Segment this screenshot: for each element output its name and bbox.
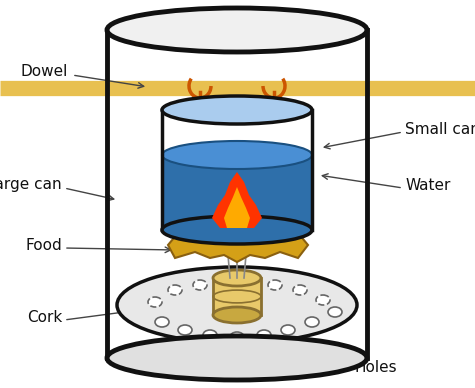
Polygon shape: [224, 187, 250, 228]
Text: Dowel: Dowel: [20, 64, 68, 80]
Ellipse shape: [213, 270, 261, 286]
Ellipse shape: [230, 332, 244, 342]
Ellipse shape: [117, 267, 357, 343]
Ellipse shape: [193, 280, 207, 290]
Text: Food: Food: [25, 237, 62, 253]
Ellipse shape: [281, 325, 295, 335]
Ellipse shape: [293, 285, 307, 295]
Ellipse shape: [168, 285, 182, 295]
Ellipse shape: [162, 96, 312, 124]
Ellipse shape: [107, 8, 367, 52]
Text: Holes: Holes: [355, 360, 398, 376]
Ellipse shape: [305, 317, 319, 327]
Ellipse shape: [328, 307, 342, 317]
Ellipse shape: [218, 277, 232, 287]
Ellipse shape: [213, 307, 261, 323]
Ellipse shape: [257, 330, 271, 340]
Ellipse shape: [162, 216, 312, 244]
Text: Large can: Large can: [0, 177, 62, 192]
Polygon shape: [168, 228, 308, 262]
Ellipse shape: [148, 297, 162, 307]
Ellipse shape: [162, 141, 312, 169]
Ellipse shape: [243, 277, 257, 287]
Text: Cork: Cork: [27, 310, 62, 326]
Text: Small can: Small can: [405, 123, 475, 137]
Ellipse shape: [107, 336, 367, 380]
Ellipse shape: [316, 295, 330, 305]
Text: Water: Water: [405, 177, 450, 192]
Ellipse shape: [268, 280, 282, 290]
Ellipse shape: [155, 317, 169, 327]
Polygon shape: [212, 172, 262, 228]
Ellipse shape: [203, 330, 217, 340]
Ellipse shape: [178, 325, 192, 335]
